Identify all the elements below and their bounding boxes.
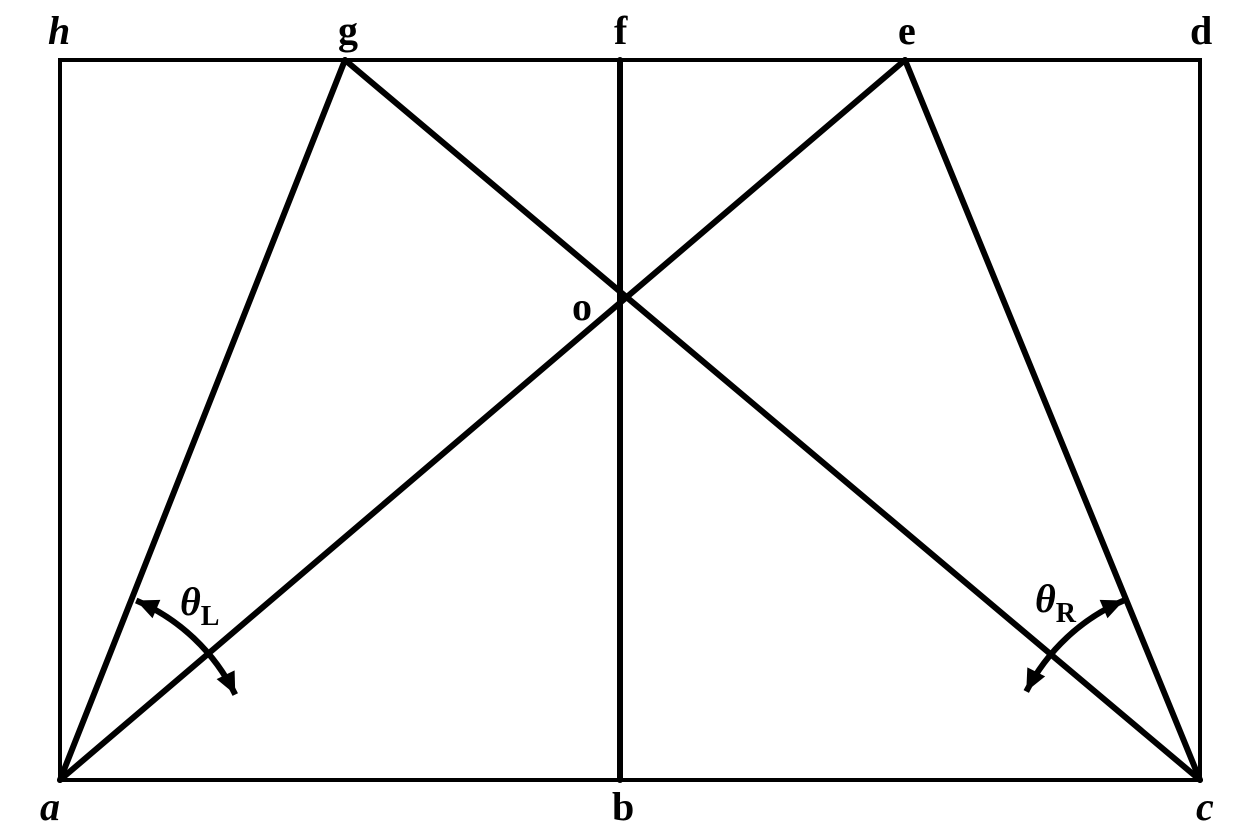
- label-o: o: [572, 284, 592, 329]
- label-b: b: [612, 784, 634, 829]
- label-a: a: [40, 784, 60, 829]
- label-d: d: [1190, 8, 1212, 53]
- label-g: g: [338, 8, 358, 53]
- label-e: e: [898, 8, 916, 53]
- label-h: h: [48, 8, 70, 53]
- label-c: c: [1196, 784, 1214, 829]
- label-f: f: [614, 8, 628, 53]
